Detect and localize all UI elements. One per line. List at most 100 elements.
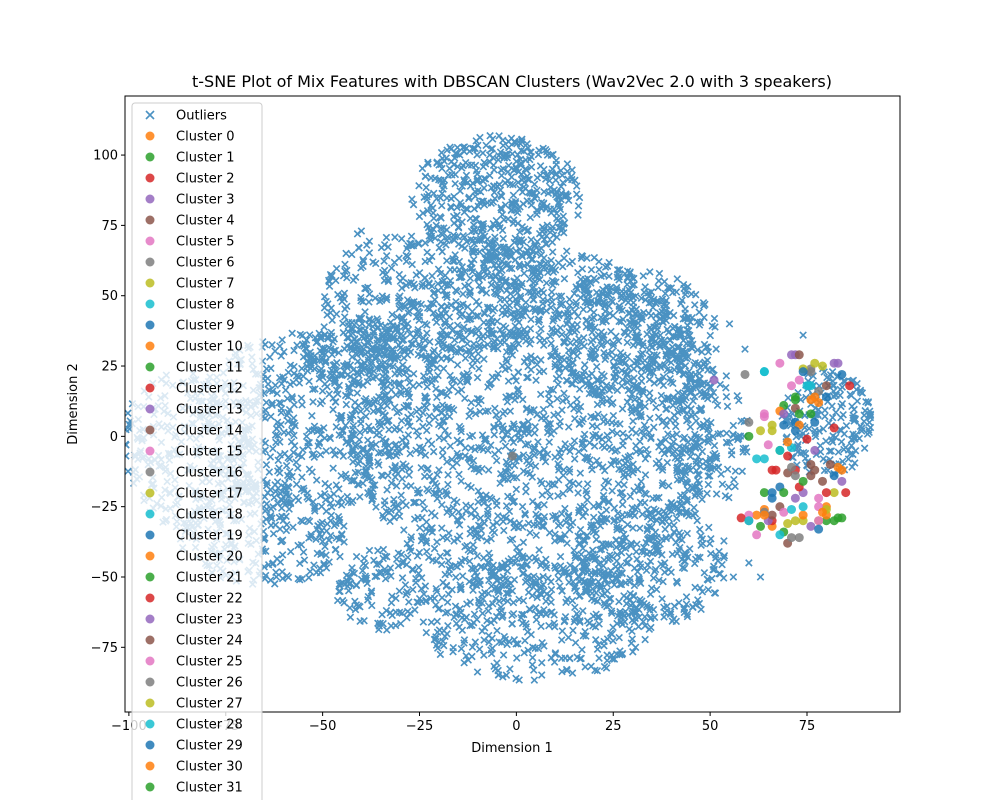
outlier-point [473, 552, 482, 560]
outlier-point [574, 508, 583, 517]
outlier-point [661, 289, 670, 298]
outlier-point [438, 524, 446, 532]
outlier-point [580, 286, 589, 295]
outlier-point [413, 489, 422, 497]
outlier-point [470, 546, 478, 555]
outlier-point [470, 205, 479, 213]
outlier-point [633, 483, 642, 491]
outlier-point [268, 341, 276, 349]
outlier-point [323, 382, 331, 391]
outlier-point [271, 521, 280, 529]
outlier-point [544, 574, 552, 582]
outlier-point [315, 439, 324, 448]
outlier-point [282, 461, 291, 470]
outlier-point [545, 176, 554, 185]
outlier-point [508, 424, 516, 433]
outlier-point [494, 421, 502, 430]
outlier-point [395, 379, 403, 387]
outlier-point [540, 187, 548, 196]
outlier-point [540, 445, 549, 454]
outlier-point [645, 346, 653, 354]
outlier-point [359, 257, 368, 266]
outlier-point [400, 318, 408, 326]
outlier-point [261, 446, 269, 455]
outlier-point [430, 544, 439, 553]
outlier-point [532, 531, 541, 540]
outlier-point [461, 394, 469, 403]
outlier-point [390, 425, 399, 434]
outlier-point [438, 451, 447, 460]
outlier-point [508, 264, 516, 273]
outlier-point [687, 388, 696, 396]
outlier-point [667, 358, 675, 367]
outlier-point [434, 280, 442, 288]
outlier-point [554, 410, 562, 418]
outlier-point [311, 385, 319, 393]
outlier-point [684, 314, 692, 323]
outlier-point [265, 468, 274, 476]
outlier-point [587, 266, 596, 274]
outlier-point [453, 211, 461, 220]
outlier-point [607, 460, 615, 469]
outlier-point [421, 239, 430, 247]
outlier-point [533, 207, 541, 215]
outlier-point [505, 345, 514, 353]
outlier-point [614, 480, 623, 488]
outlier-point [621, 454, 629, 462]
outlier-point [422, 547, 431, 556]
outlier-point [404, 431, 413, 439]
outlier-point [633, 333, 642, 341]
outlier-point [434, 351, 443, 359]
outlier-point [390, 499, 398, 508]
outlier-point [454, 388, 462, 396]
outlier-point [569, 626, 577, 635]
outlier-point [425, 256, 434, 265]
outlier-point [443, 302, 451, 310]
outlier-point [646, 368, 655, 376]
outlier-point [389, 513, 398, 521]
outlier-point [461, 267, 469, 276]
outlier-point [629, 303, 638, 311]
outlier-point [395, 297, 403, 306]
outlier-point [449, 647, 457, 656]
outlier-point [508, 535, 517, 543]
outlier-point [436, 331, 444, 340]
outlier-point [822, 437, 830, 445]
outlier-point [521, 636, 529, 645]
outlier-point [654, 283, 662, 292]
outlier-point [486, 158, 494, 166]
outlier-point [395, 507, 403, 515]
outlier-point [594, 503, 603, 511]
outlier-point [629, 315, 637, 324]
outlier-point [706, 539, 714, 548]
outlier-point [482, 141, 490, 150]
outlier-point [590, 433, 599, 441]
outlier-point [286, 547, 295, 556]
outlier-point [501, 252, 510, 260]
outlier-point [489, 275, 497, 284]
outlier-point [490, 288, 499, 297]
outlier-point [510, 373, 518, 381]
outlier-point [524, 288, 533, 296]
outlier-point [570, 404, 578, 413]
outlier-point [511, 396, 519, 404]
outlier-point [458, 218, 466, 226]
outlier-point [392, 482, 401, 490]
outlier-point [600, 372, 608, 380]
outlier-point [504, 168, 512, 176]
outlier-point [492, 456, 501, 465]
outlier-point [497, 171, 506, 180]
outlier-point [356, 415, 365, 424]
outlier-point [440, 224, 448, 232]
outlier-point [440, 276, 448, 285]
outlier-point [466, 288, 474, 297]
outlier-point [667, 568, 675, 577]
outlier-point [290, 362, 298, 371]
outlier-point [429, 225, 438, 234]
outlier-point [603, 656, 611, 665]
outlier-point [431, 413, 439, 422]
outlier-point [508, 351, 517, 359]
outlier-point [415, 380, 423, 389]
outlier-point [418, 514, 426, 522]
outlier-point [632, 429, 640, 437]
